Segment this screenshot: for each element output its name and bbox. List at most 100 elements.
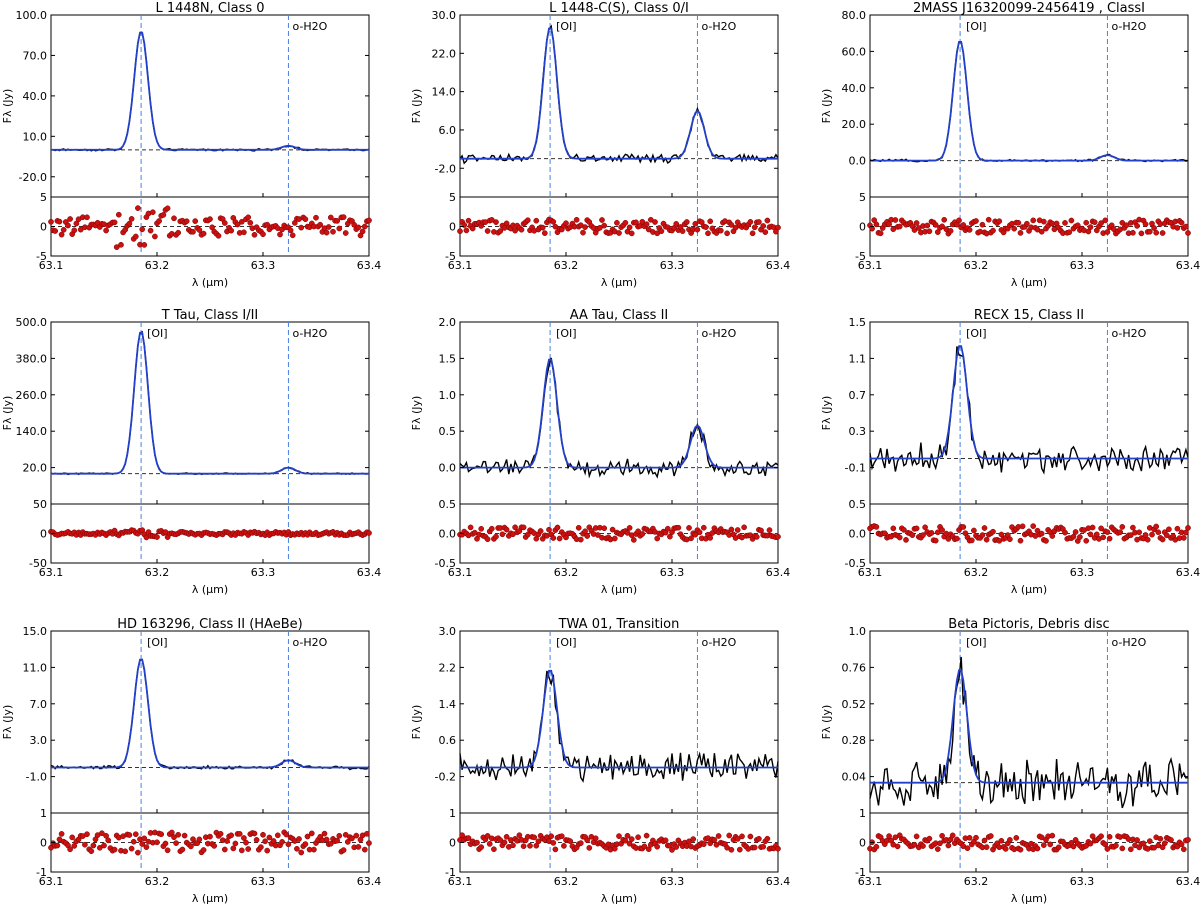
residual-point [741, 524, 747, 531]
residual-point [260, 231, 266, 238]
res-tick-label: -5 [36, 250, 47, 263]
residual-point [294, 845, 300, 852]
residual-point [1030, 217, 1037, 224]
residual-point [1127, 846, 1134, 853]
residual-point [934, 529, 941, 536]
residual-point [1068, 217, 1075, 224]
model-fit-line [870, 41, 1188, 162]
y-tick-label: 1.1 [849, 352, 867, 365]
residual-point [465, 217, 472, 224]
residual-point [550, 535, 557, 541]
x-axis-label: λ (μm) [1011, 276, 1047, 289]
residual-point [130, 838, 137, 845]
residual-point [217, 830, 224, 837]
residual-point [728, 846, 735, 853]
residual-point [594, 532, 601, 538]
residual-point [54, 842, 61, 849]
residual-point [181, 832, 188, 839]
x-tick-label: 63.3 [660, 875, 685, 888]
residual-point [251, 830, 258, 837]
residual-point [207, 216, 213, 222]
x-tick-label: 63.1 [39, 566, 64, 579]
residual-point [945, 536, 952, 542]
residual-point [981, 837, 988, 844]
main-axes-frame [50, 14, 370, 198]
residual-point [775, 224, 781, 231]
residual-point [1174, 525, 1181, 532]
x-tick-label: 63.4 [766, 566, 791, 579]
residual-point [241, 835, 247, 841]
residual-point [1130, 524, 1136, 531]
residual-point [1146, 228, 1153, 235]
res-tick-label: -0.5 [435, 557, 456, 570]
residual-point [1119, 845, 1126, 852]
residual-point [901, 527, 907, 533]
residual-point [1062, 529, 1068, 536]
residual-point [983, 844, 990, 850]
residual-point [132, 233, 139, 240]
residual-point [366, 530, 372, 536]
x-tick-label: 63.3 [1070, 875, 1095, 888]
residual-point [628, 230, 635, 237]
res-tick-label: -5 [445, 250, 456, 263]
residual-point [168, 829, 175, 836]
residual-point [1183, 529, 1189, 536]
model-fit-line [460, 669, 778, 769]
residual-point [1142, 532, 1149, 538]
residual-point [554, 524, 561, 531]
residual-point [1038, 530, 1045, 537]
residual-point [1049, 533, 1056, 539]
oi-label: [OI] [556, 20, 577, 33]
panel-8: TWA 01, Transition [OI] o-H2O 3.0 2.2 1.4 0.6 -… [410, 617, 790, 905]
panel-title: TWA 01, Transition [558, 617, 680, 632]
residual-point [539, 224, 546, 231]
residual-point [939, 527, 945, 533]
res-tick-label: 0.0 [439, 528, 457, 541]
residual-point [520, 843, 527, 850]
residual-point [601, 222, 608, 229]
residual-point [922, 524, 928, 531]
residual-point [546, 526, 552, 533]
residual-point [736, 846, 743, 853]
residual-point [228, 832, 235, 839]
main-axes-frame [50, 321, 370, 505]
res-tick-label: 5 [449, 191, 456, 204]
residual-point [298, 849, 305, 856]
residual-point [1185, 230, 1191, 236]
main-axes-frame [50, 630, 370, 814]
x-tick-label: 63.3 [251, 259, 276, 272]
residual-point [311, 846, 317, 853]
residual-point [643, 221, 650, 228]
residual-point [747, 833, 754, 840]
y-tick-label: 15.0 [23, 625, 48, 638]
y-tick-label: 2.2 [439, 661, 457, 674]
y-tick-label: 0.04 [842, 771, 867, 784]
residual-point [624, 832, 631, 839]
residual-point [886, 221, 892, 228]
residual-point [673, 844, 680, 850]
residual-point [945, 842, 952, 849]
residual-point [321, 830, 328, 837]
residual-point [1047, 841, 1054, 848]
residual-point [143, 844, 150, 850]
residual-point [556, 535, 563, 542]
residual-point [67, 846, 73, 853]
x-tick-label: 63.1 [448, 875, 473, 888]
res-tick-label: -1 [36, 866, 47, 879]
residual-point [128, 216, 135, 222]
residual-point [703, 224, 709, 230]
residual-point [344, 839, 351, 845]
residual-point [1130, 229, 1136, 236]
observed-spectrum-line [50, 658, 370, 771]
model-fit-line [460, 27, 778, 160]
residual-point [920, 532, 926, 538]
residual-point [135, 849, 141, 856]
residual-point [132, 831, 139, 838]
residual-point [639, 531, 646, 537]
residual-point [756, 219, 762, 225]
residual-point [760, 843, 767, 850]
residual-point [302, 216, 309, 223]
oi-label: [OI] [966, 636, 987, 649]
residual-point [1106, 535, 1113, 542]
